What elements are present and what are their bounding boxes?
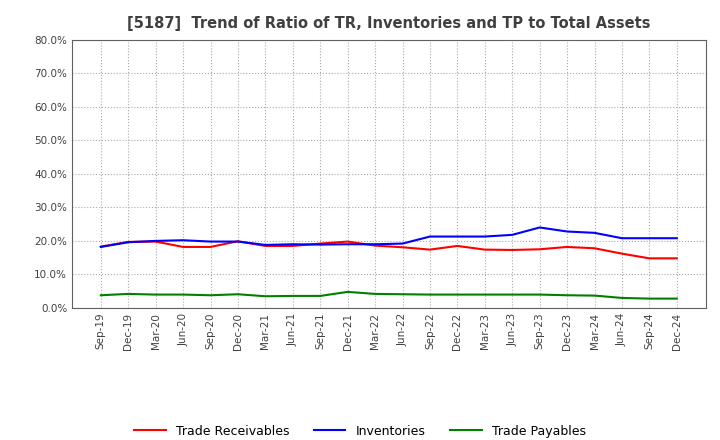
Inventories: [261, 242, 270, 248]
Inventories: [426, 234, 434, 239]
Inventories: [124, 240, 132, 245]
Trade Receivables: [536, 247, 544, 252]
Trade Receivables: [508, 247, 516, 253]
Inventories: [672, 235, 681, 241]
Trade Payables: [316, 293, 325, 299]
Trade Receivables: [563, 244, 572, 249]
Trade Payables: [96, 293, 105, 298]
Inventories: [618, 235, 626, 241]
Trade Receivables: [289, 243, 297, 249]
Title: [5187]  Trend of Ratio of TR, Inventories and TP to Total Assets: [5187] Trend of Ratio of TR, Inventories…: [127, 16, 651, 32]
Trade Payables: [590, 293, 599, 298]
Trade Payables: [618, 295, 626, 301]
Inventories: [343, 242, 352, 247]
Inventories: [371, 242, 379, 247]
Trade Receivables: [426, 247, 434, 252]
Trade Receivables: [618, 251, 626, 256]
Inventories: [536, 225, 544, 230]
Trade Payables: [480, 292, 489, 297]
Inventories: [563, 229, 572, 234]
Trade Receivables: [480, 247, 489, 252]
Trade Payables: [233, 292, 242, 297]
Trade Receivables: [233, 238, 242, 244]
Inventories: [645, 235, 654, 241]
Line: Trade Payables: Trade Payables: [101, 292, 677, 299]
Trade Receivables: [124, 239, 132, 245]
Trade Payables: [453, 292, 462, 297]
Trade Receivables: [151, 239, 160, 244]
Line: Inventories: Inventories: [101, 227, 677, 247]
Trade Payables: [398, 292, 407, 297]
Trade Payables: [426, 292, 434, 297]
Trade Payables: [289, 293, 297, 299]
Trade Payables: [179, 292, 187, 297]
Trade Payables: [261, 293, 270, 299]
Inventories: [233, 239, 242, 244]
Trade Receivables: [645, 256, 654, 261]
Trade Payables: [343, 289, 352, 294]
Trade Payables: [206, 293, 215, 298]
Trade Receivables: [672, 256, 681, 261]
Legend: Trade Receivables, Inventories, Trade Payables: Trade Receivables, Inventories, Trade Pa…: [130, 420, 590, 440]
Inventories: [590, 230, 599, 235]
Trade Payables: [536, 292, 544, 297]
Inventories: [206, 239, 215, 244]
Trade Payables: [124, 291, 132, 297]
Inventories: [316, 242, 325, 247]
Trade Payables: [151, 292, 160, 297]
Trade Receivables: [261, 243, 270, 249]
Inventories: [151, 238, 160, 244]
Inventories: [508, 232, 516, 238]
Trade Payables: [371, 291, 379, 297]
Trade Receivables: [206, 244, 215, 249]
Trade Receivables: [371, 243, 379, 248]
Trade Receivables: [179, 244, 187, 249]
Trade Receivables: [343, 239, 352, 244]
Inventories: [453, 234, 462, 239]
Inventories: [289, 242, 297, 247]
Line: Trade Receivables: Trade Receivables: [101, 241, 677, 258]
Trade Payables: [563, 293, 572, 298]
Trade Payables: [645, 296, 654, 301]
Trade Payables: [672, 296, 681, 301]
Trade Receivables: [96, 244, 105, 249]
Trade Receivables: [590, 246, 599, 251]
Trade Payables: [508, 292, 516, 297]
Trade Receivables: [316, 241, 325, 246]
Inventories: [398, 241, 407, 246]
Inventories: [179, 238, 187, 243]
Inventories: [480, 234, 489, 239]
Inventories: [96, 244, 105, 249]
Trade Receivables: [453, 243, 462, 249]
Trade Receivables: [398, 245, 407, 250]
